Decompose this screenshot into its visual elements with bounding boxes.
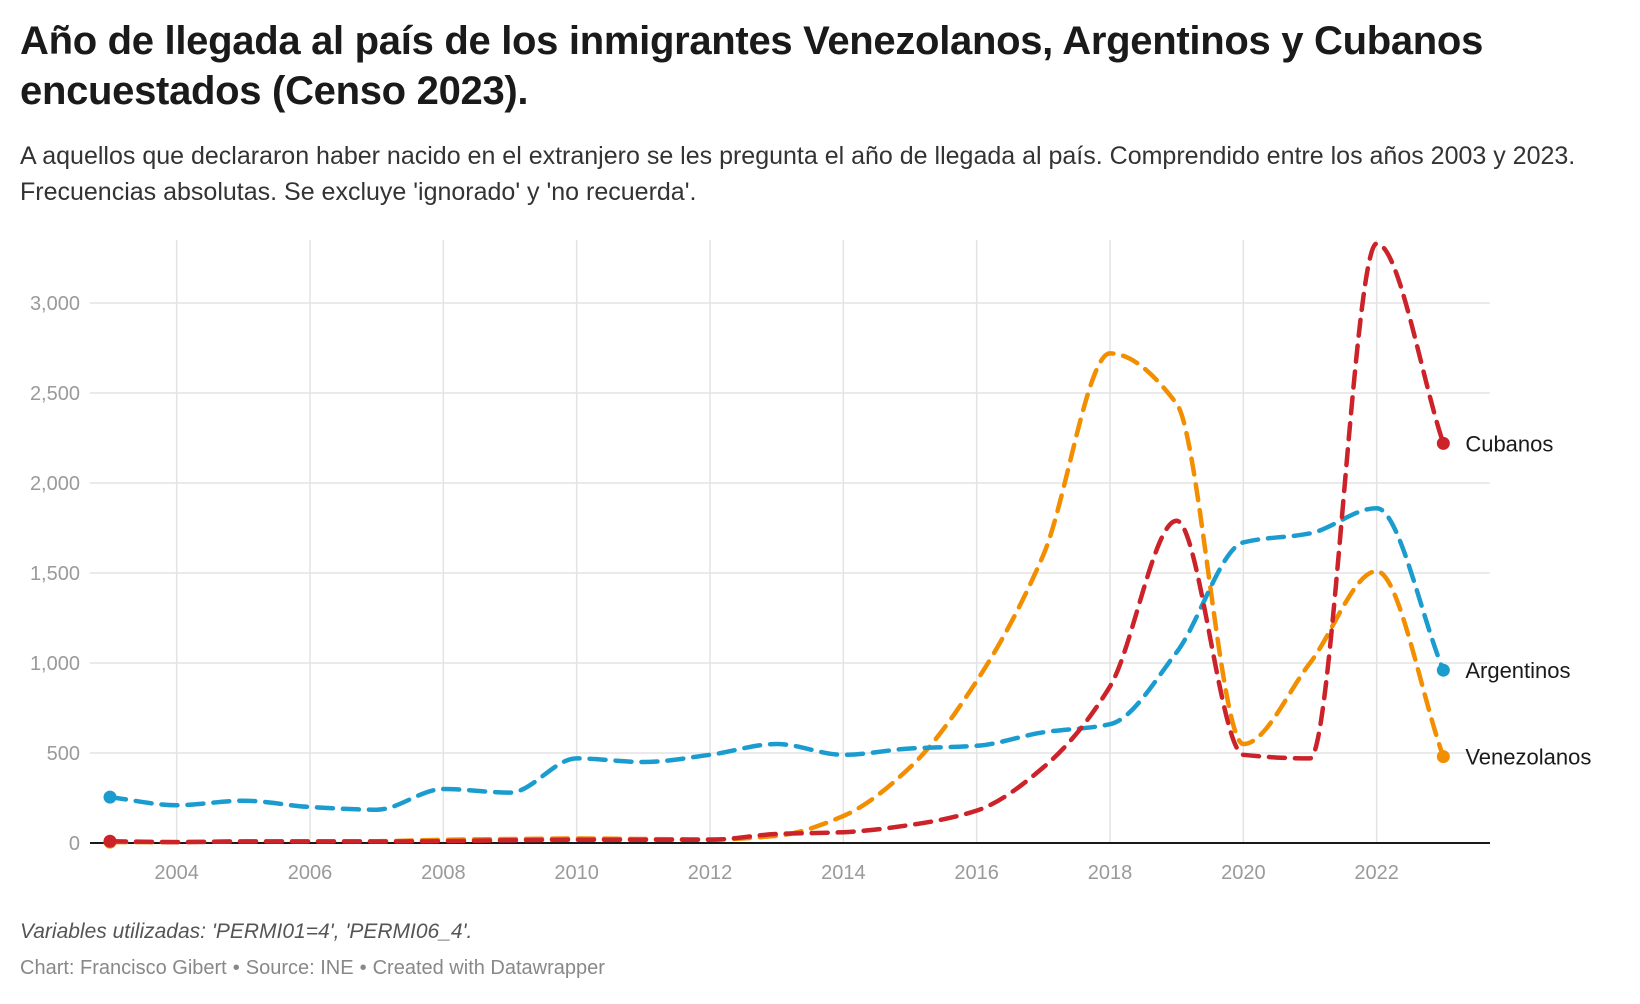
series-label-argentinos: Argentinos xyxy=(1465,658,1570,683)
y-tick-label: 2,000 xyxy=(30,473,80,495)
series-line-cubanos xyxy=(107,241,1446,845)
x-tick-label: 2018 xyxy=(1088,862,1133,884)
byline-author: Chart: Francisco Gibert xyxy=(20,957,227,979)
y-tick-label: 3,000 xyxy=(30,293,80,315)
byline-separator: • xyxy=(232,957,240,979)
x-tick-label: 2022 xyxy=(1354,862,1399,884)
series-start-point-argentinos xyxy=(103,790,117,804)
series-line-argentinos xyxy=(107,505,1446,812)
chart-title: Año de llegada al país de los inmigrante… xyxy=(20,19,1484,113)
x-tick-label: 2006 xyxy=(288,862,333,884)
x-tick-label: 2010 xyxy=(554,862,599,884)
y-tick-label: 500 xyxy=(47,743,80,765)
byline-source: Source: INE xyxy=(245,957,354,979)
y-tick-label: 0 xyxy=(69,833,80,855)
x-tick-label: 2008 xyxy=(421,862,466,884)
series-start-point-cubanos xyxy=(103,834,117,848)
series-label-venezolanos: Venezolanos xyxy=(1465,745,1591,770)
x-tick-label: 2004 xyxy=(154,862,199,884)
series-label-cubanos: Cubanos xyxy=(1465,431,1553,456)
y-tick-label: 2,500 xyxy=(30,383,80,405)
y-tick-label: 1,000 xyxy=(30,653,80,675)
x-tick-label: 2016 xyxy=(954,862,999,884)
y-tick-label: 1,500 xyxy=(30,563,80,585)
chart-subtitle: A aquellos que declararon haber nacido e… xyxy=(20,142,1576,206)
chart-notes: Variables utilizadas: 'PERMI01=4', 'PERM… xyxy=(20,920,473,943)
x-tick-label: 2012 xyxy=(688,862,733,884)
series-end-point-venezolanos xyxy=(1436,750,1450,764)
series-end-point-argentinos xyxy=(1436,663,1450,677)
byline-created: Created with Datawrapper xyxy=(372,957,605,979)
x-tick-label: 2020 xyxy=(1221,862,1266,884)
x-tick-label: 2014 xyxy=(821,862,866,884)
byline-separator: • xyxy=(359,957,367,979)
chart-byline: Chart: Francisco Gibert • Source: INE • Crea… xyxy=(20,957,605,980)
series-end-point-cubanos xyxy=(1436,436,1450,450)
